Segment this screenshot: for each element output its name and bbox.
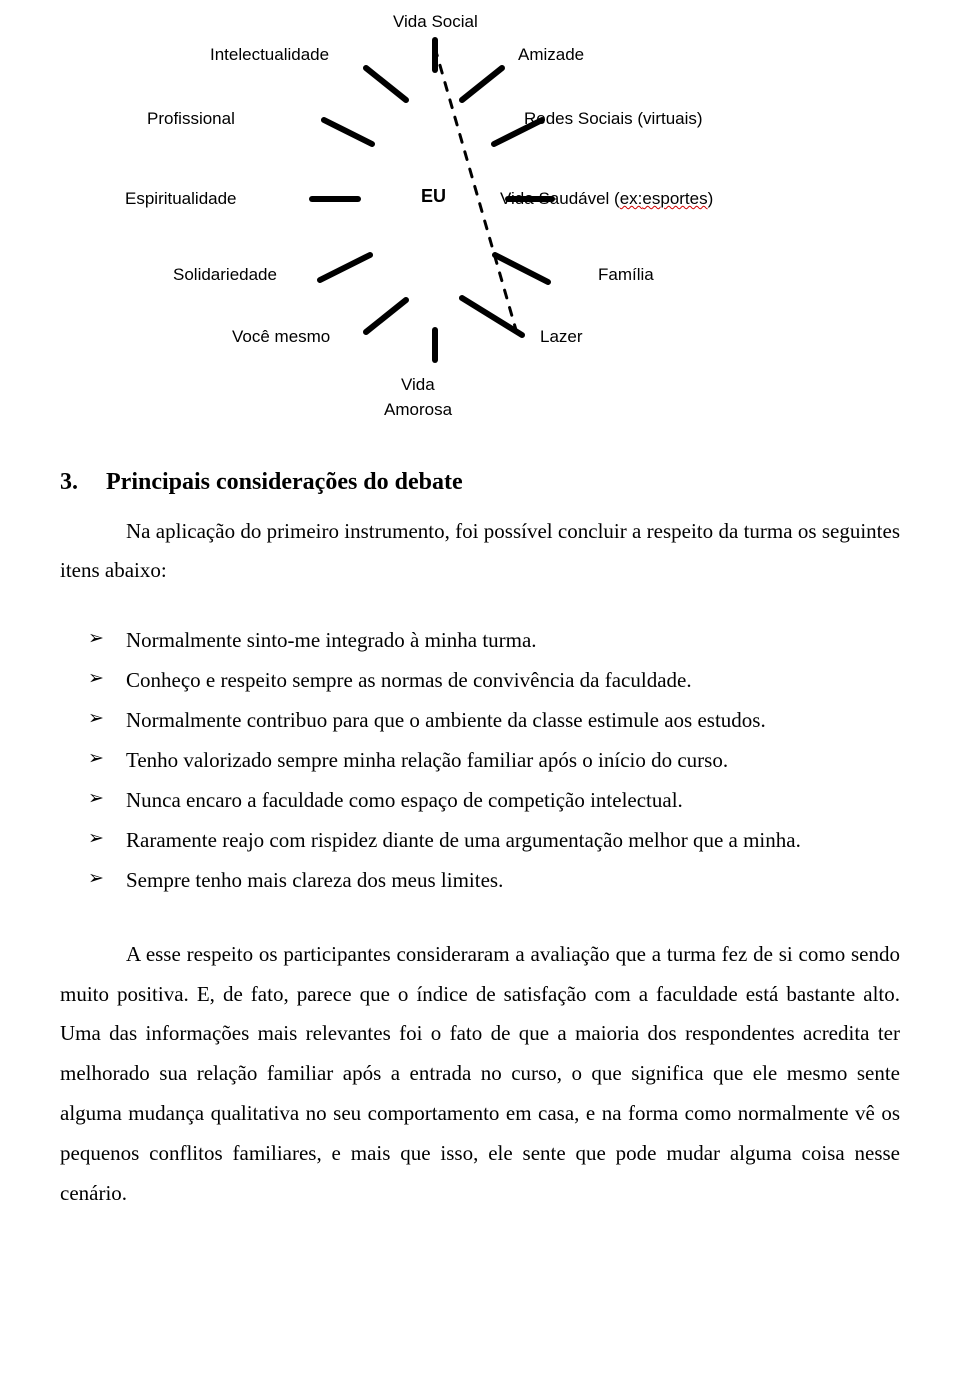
diagram-spoke-label: Intelectualidade (210, 45, 329, 65)
list-item: Normalmente sinto-me integrado à minha t… (60, 621, 900, 661)
eu-radial-diagram: EU Vida Social Intelectualidade Amizade Pro… (0, 0, 960, 440)
diagram-spoke-label: Amorosa (384, 400, 452, 420)
list-item: Nunca encaro a faculdade como espaço de … (60, 781, 900, 821)
diagram-spoke-label: Lazer (540, 327, 583, 347)
diagram-spoke-label: Família (598, 265, 654, 285)
diagram-spoke-label: Solidariedade (173, 265, 277, 285)
list-item: Raramente reajo com rispidez diante de u… (60, 821, 900, 861)
diagram-spoke-label: Vida Social (393, 12, 478, 32)
section-number: 3. (60, 460, 78, 506)
diagram-spoke-label: Espiritualidade (125, 189, 237, 209)
diagram-spoke-label: Você mesmo (232, 327, 330, 347)
intro-paragraph: Na aplicação do primeiro instrumento, fo… (60, 512, 900, 592)
list-item: Normalmente contribuo para que o ambient… (60, 701, 900, 741)
list-item: Sempre tenho mais clareza dos meus limit… (60, 861, 900, 901)
document-body: 3. Principais considerações do debate Na… (0, 460, 960, 1254)
diagram-spoke-label: Profissional (147, 109, 235, 129)
list-item: Tenho valorizado sempre minha relação fa… (60, 741, 900, 781)
section-heading: 3. Principais considerações do debate (60, 460, 900, 506)
diagram-svg (0, 0, 960, 440)
list-item: Conheço e respeito sempre as normas de c… (60, 661, 900, 701)
diagram-spoke-label: Redes Sociais (virtuais) (524, 109, 703, 129)
diagram-spoke-label: Amizade (518, 45, 584, 65)
body-paragraph: A esse respeito os participantes conside… (60, 935, 900, 1214)
bullet-list: Normalmente sinto-me integrado à minha t… (60, 621, 900, 900)
diagram-center-label: EU (421, 186, 446, 207)
diagram-spoke-label: Vida (401, 375, 435, 395)
diagram-spoke-label: Vida Saudável (ex:esportes) (500, 189, 713, 209)
section-title: Principais considerações do debate (106, 460, 463, 506)
